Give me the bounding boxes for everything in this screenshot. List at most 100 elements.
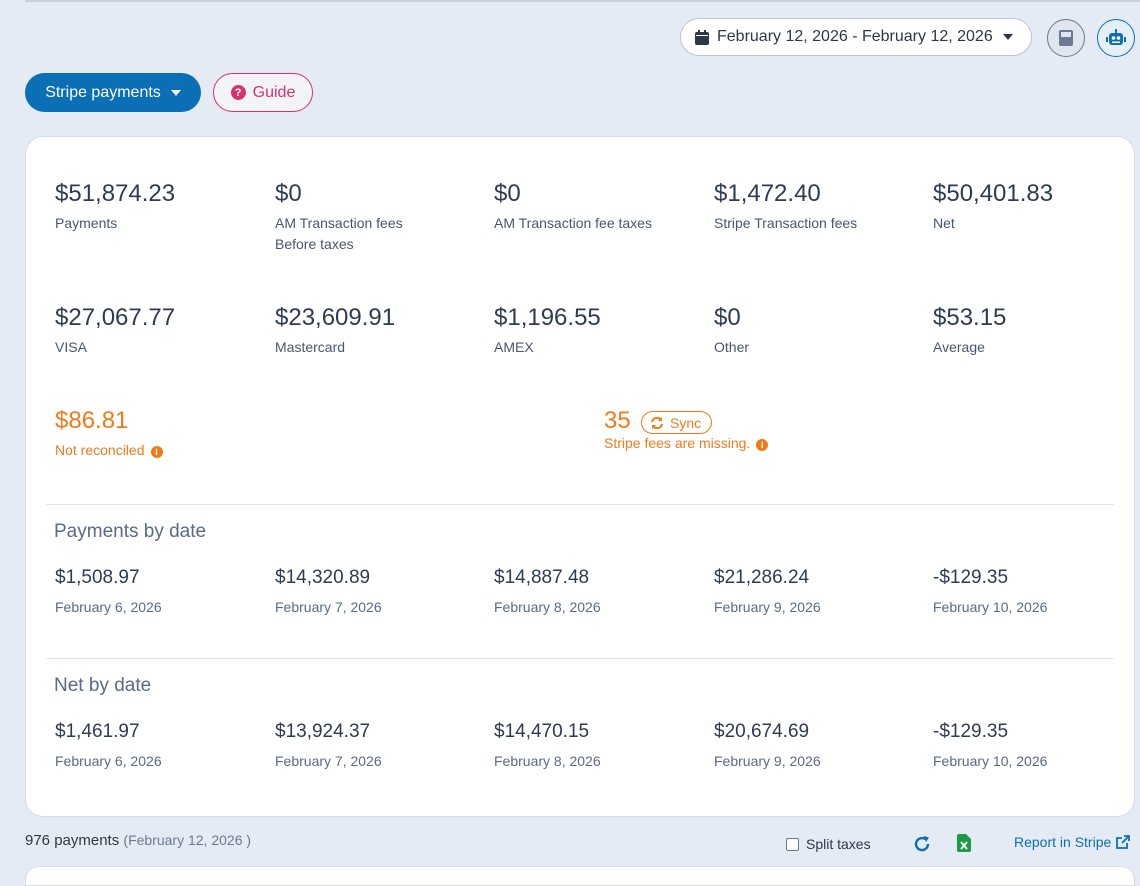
stat-label: AM Transaction fee taxes xyxy=(494,215,652,231)
report-link-text: Report in Stripe xyxy=(1014,834,1112,850)
date-label: February 6, 2026 xyxy=(55,599,162,615)
payments-count-date: (February 12, 2026 ) xyxy=(123,832,252,848)
date-range-text: February 12, 2026 - February 12, 2026 xyxy=(717,28,993,45)
stat-label-line1: AM Transaction fees xyxy=(275,215,403,231)
stat-am-transaction-fees: $0 AM Transaction fees Before taxes xyxy=(275,180,403,255)
stat-value: $86.81 xyxy=(55,407,129,434)
net-date-item: $20,674.69 February 9, 2026 xyxy=(714,721,821,769)
stat-label: AM Transaction fees Before taxes xyxy=(275,213,403,255)
date-value: $14,887.48 xyxy=(494,567,590,588)
guide-button[interactable]: ? Guide xyxy=(213,73,313,112)
stat-net: $50,401.83 Net xyxy=(933,180,1053,234)
stat-label: Net xyxy=(933,215,955,231)
excel-icon xyxy=(957,834,971,852)
report-in-stripe-link[interactable]: Report in Stripe xyxy=(1014,834,1131,850)
stat-label: Average xyxy=(933,339,985,355)
missing-fees-count: 35 xyxy=(604,407,631,434)
sync-label: Sync xyxy=(670,414,702,431)
date-value: -$129.35 xyxy=(933,567,1009,588)
stat-value: $0 xyxy=(714,304,741,331)
date-label: February 8, 2026 xyxy=(494,753,601,769)
stat-label: Other xyxy=(714,339,750,355)
sync-button[interactable]: Sync xyxy=(641,411,713,434)
export-excel-button[interactable] xyxy=(957,834,971,857)
date-label: February 6, 2026 xyxy=(55,753,162,769)
stat-label: Mastercard xyxy=(275,339,346,355)
stat-am-fee-taxes: $0 AM Transaction fee taxes xyxy=(494,180,652,234)
net-date-item: $13,924.37 February 7, 2026 xyxy=(275,721,382,769)
net-by-date-title: Net by date xyxy=(54,675,152,696)
stat-mastercard: $23,609.91 Mastercard xyxy=(275,304,395,358)
payments-count: 976 payments (February 12, 2026 ) xyxy=(25,832,251,849)
refresh-icon xyxy=(914,836,930,852)
stat-label: Not reconciled i xyxy=(55,440,163,461)
date-value: $14,470.15 xyxy=(494,721,590,742)
stat-value: $53.15 xyxy=(933,304,1007,331)
stat-value: $0 xyxy=(275,180,302,207)
guide-label: Guide xyxy=(252,83,296,101)
section-divider xyxy=(46,658,1114,659)
stat-label: Payments xyxy=(55,215,118,231)
stat-visa: $27,067.77 VISA xyxy=(55,304,175,358)
payments-table-panel xyxy=(25,866,1135,886)
caret-down-icon xyxy=(1002,34,1013,40)
stat-value: $1,472.40 xyxy=(714,180,821,207)
stat-amex: $1,196.55 AMEX xyxy=(494,304,601,358)
robot-icon xyxy=(1106,29,1126,45)
payment-date-item: -$129.35 February 10, 2026 xyxy=(933,567,1047,615)
date-value: -$129.35 xyxy=(933,721,1009,742)
date-value: $21,286.24 xyxy=(714,567,810,588)
section-divider xyxy=(46,504,1114,505)
stripe-payments-dropdown[interactable]: Stripe payments xyxy=(25,73,201,112)
stat-value: $50,401.83 xyxy=(933,180,1054,207)
stat-value: $51,874.23 xyxy=(55,180,176,207)
question-circle-icon: ? xyxy=(230,85,246,100)
date-label: February 10, 2026 xyxy=(933,753,1048,769)
stripe-payments-label: Stripe payments xyxy=(45,83,161,101)
stat-value: $1,196.55 xyxy=(494,304,601,331)
stat-label-line2: Before taxes xyxy=(275,236,354,252)
net-date-item: $1,461.97 February 6, 2026 xyxy=(55,721,162,769)
date-value: $1,461.97 xyxy=(55,721,140,742)
date-label: February 9, 2026 xyxy=(714,753,821,769)
stat-other: $0 Other xyxy=(714,304,749,358)
calendar-icon xyxy=(695,29,709,45)
date-label: February 7, 2026 xyxy=(275,753,382,769)
stat-label: VISA xyxy=(55,339,87,355)
net-date-item: $14,470.15 February 8, 2026 xyxy=(494,721,601,769)
top-divider xyxy=(25,0,1140,2)
date-label: February 10, 2026 xyxy=(933,599,1048,615)
date-label: February 9, 2026 xyxy=(714,599,821,615)
stat-label: Stripe Transaction fees xyxy=(714,215,858,231)
date-range-picker[interactable]: February 12, 2026 - February 12, 2026 xyxy=(680,18,1032,56)
net-date-item: -$129.35 February 10, 2026 xyxy=(933,721,1047,769)
date-value: $14,320.89 xyxy=(275,567,371,588)
date-label: February 7, 2026 xyxy=(275,599,382,615)
external-link-icon xyxy=(1116,835,1131,849)
caret-down-icon xyxy=(170,89,181,96)
stat-label: AMEX xyxy=(494,339,534,355)
payment-date-item: $21,286.24 February 9, 2026 xyxy=(714,567,821,615)
missing-fees-label: Stripe fees are missing. i xyxy=(604,435,769,451)
date-label: February 8, 2026 xyxy=(494,599,601,615)
sync-icon xyxy=(651,416,663,429)
calculator-icon xyxy=(1059,30,1073,46)
stripe-summary-card: $51,874.23 Payments $0 AM Transaction fe… xyxy=(25,136,1135,817)
assistant-button[interactable] xyxy=(1097,19,1135,57)
stat-value: $23,609.91 xyxy=(275,304,396,331)
split-taxes-checkbox[interactable]: Split taxes xyxy=(786,836,871,852)
payment-date-item: $14,887.48 February 8, 2026 xyxy=(494,567,601,615)
missing-fees-text: Stripe fees are missing. xyxy=(604,435,751,451)
calculator-button[interactable] xyxy=(1047,19,1085,57)
info-icon[interactable]: i xyxy=(150,446,163,458)
payments-count-text: 976 payments xyxy=(25,832,120,849)
date-value: $20,674.69 xyxy=(714,721,810,742)
checkbox-box[interactable] xyxy=(786,837,799,851)
payments-by-date-title: Payments by date xyxy=(54,521,207,542)
date-value: $13,924.37 xyxy=(275,721,371,742)
refresh-button[interactable] xyxy=(913,835,931,858)
split-taxes-label: Split taxes xyxy=(806,836,871,852)
not-reconciled-label: Not reconciled xyxy=(55,442,145,458)
info-icon[interactable]: i xyxy=(756,439,769,451)
stat-payments: $51,874.23 Payments xyxy=(55,180,175,234)
